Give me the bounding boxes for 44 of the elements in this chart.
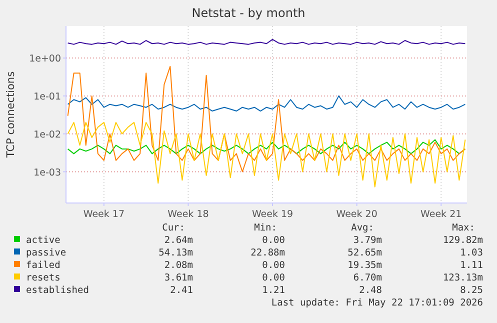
legend-label: resets [26,272,60,284]
legend-label: established [26,285,89,296]
line-series [67,66,466,172]
x-tick-label: Week 21 [420,209,462,220]
line-series [67,122,466,188]
text: Avg: [351,222,374,234]
y-axis-title: TCP connections [5,71,17,159]
text: 52.65m [348,248,382,258]
y-tick-label: 1e-03 [34,167,61,178]
text: Cur: [162,222,185,234]
text: 3.79m [353,235,382,246]
text: 2.08m [164,260,194,271]
text: Last update: Fri May 22 17:01:09 2026 [271,298,484,308]
chart-title: Netstat - by month [192,6,306,20]
y-tick-label: 1e-02 [34,129,61,140]
legend-label: failed [26,260,60,271]
x-tick-label: Week 20 [336,209,378,220]
legend-label: passive [26,248,66,258]
text: Max: [452,222,475,234]
text: 129.82m [442,235,484,246]
y-tick-label: 1e+00 [29,54,61,65]
line-series [67,95,466,112]
x-tick-label: Week 17 [83,209,125,220]
text: 2.41 [170,285,194,296]
text: 123.13m [442,272,484,284]
text: 2.48 [359,285,382,296]
x-tick-label: Week 19 [252,209,294,220]
x-tick-label: Week 18 [168,209,209,220]
text: 2.64m [164,235,194,246]
text: 19.35m [348,260,382,271]
text: 1.03 [460,248,483,258]
text: 54.13m [158,248,194,258]
y-tick-label: 1e-01 [34,91,61,102]
text: 0.00 [262,260,286,271]
text: 8.25 [460,285,483,296]
text: 0.00 [262,272,286,284]
text: 6.70m [353,272,382,284]
text: 3.61m [164,272,194,284]
text: 1.11 [460,260,484,271]
text: Min: [254,222,277,234]
text: 22.88m [250,248,286,258]
text: 0.00 [262,235,286,246]
legend-label: active [26,235,61,246]
text: 1.21 [262,285,286,296]
